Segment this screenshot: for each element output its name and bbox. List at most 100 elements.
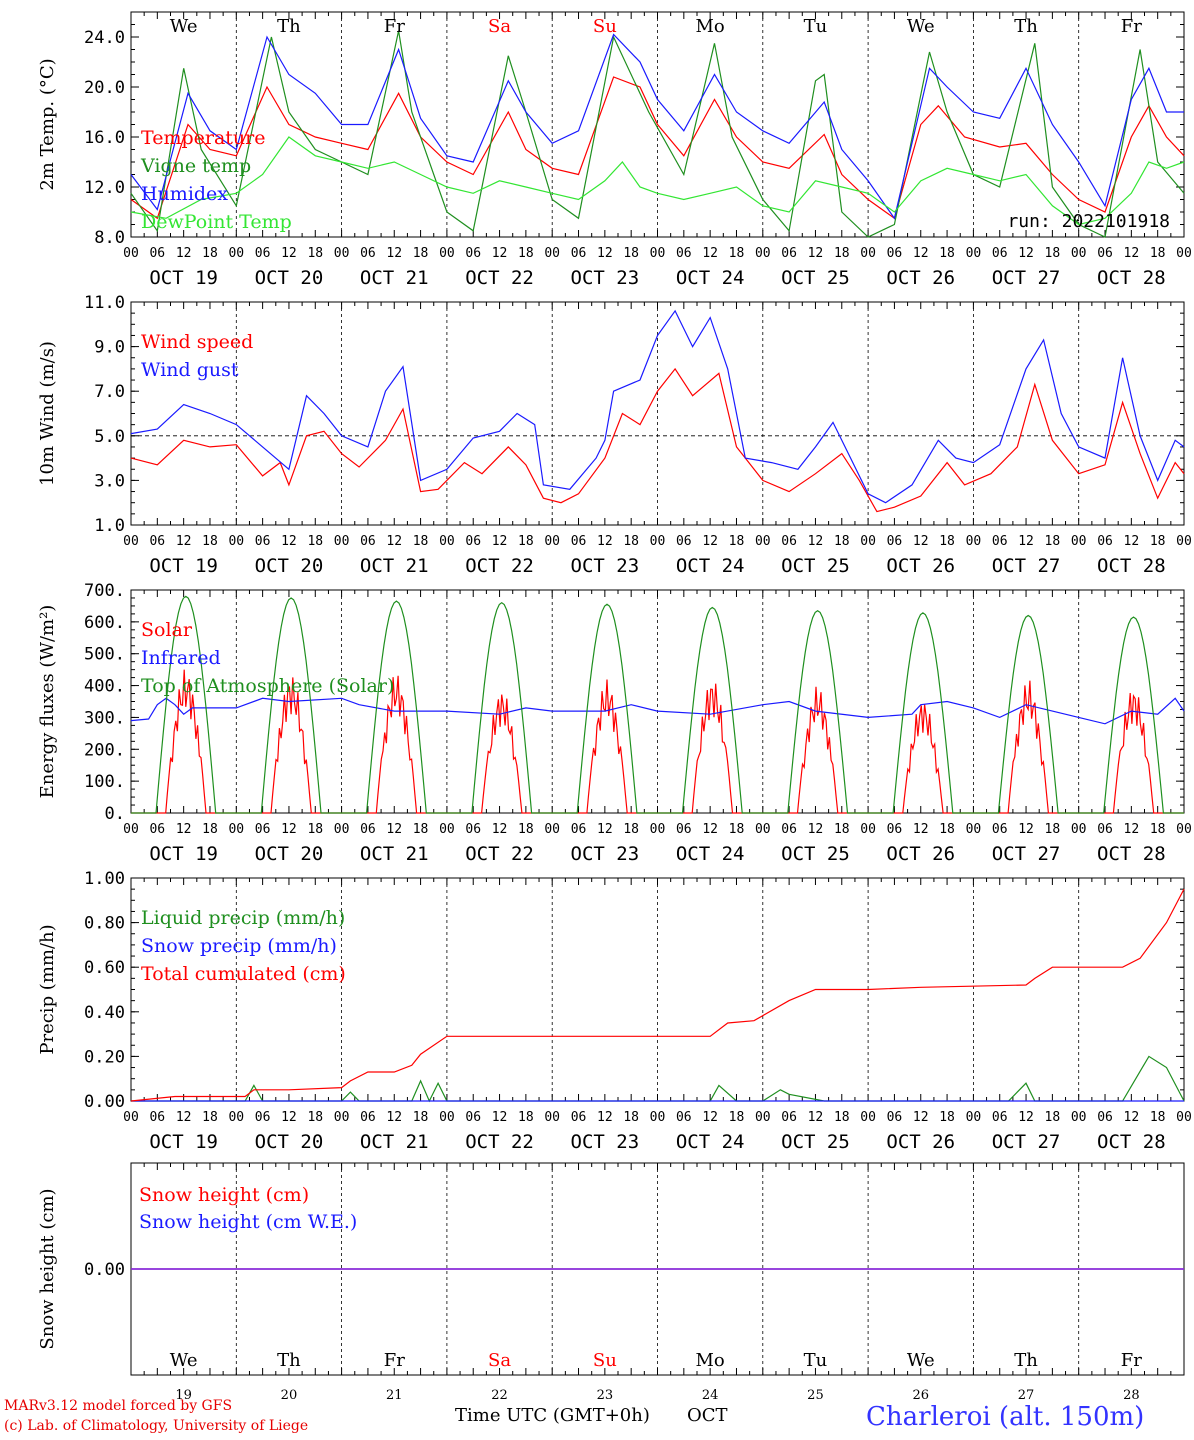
day-number: 21 [386, 1388, 403, 1403]
series-line-temperature [130, 76, 1185, 220]
hour-tick-label: 12 [1124, 822, 1140, 837]
hour-tick-label: 12 [702, 246, 718, 261]
hour-tick-label: 12 [492, 534, 508, 549]
hour-tick-label: 12 [808, 246, 824, 261]
hour-tick-label: 18 [623, 1110, 639, 1125]
date-label: OCT 24 [676, 843, 745, 865]
series-line-total-cumulated-cm [130, 888, 1185, 1102]
date-label: OCT 19 [149, 843, 218, 865]
hour-tick-label: 00 [650, 1110, 666, 1125]
weekday-label: Sa [488, 16, 511, 37]
weekday-label: Th [277, 1350, 301, 1371]
hour-tick-label: 12 [1018, 246, 1034, 261]
hour-tick-label: 18 [939, 246, 955, 261]
y-tick-label: 300. [84, 708, 125, 728]
hour-tick-label: 18 [202, 1110, 218, 1125]
date-label: OCT 20 [255, 555, 324, 577]
hour-tick-label: 12 [913, 822, 929, 837]
hour-tick-label: 00 [1071, 534, 1087, 549]
hour-tick-label: 00 [755, 822, 771, 837]
date-label: OCT 22 [465, 555, 534, 577]
weekday-label: Tu [804, 1350, 828, 1371]
hour-tick-label: 12 [386, 1110, 402, 1125]
hour-tick-label: 06 [887, 246, 903, 261]
hour-tick-label: 18 [1045, 1110, 1061, 1125]
weekday-label: Fr [1121, 16, 1142, 37]
hour-tick-label: 18 [518, 246, 534, 261]
hour-tick-label: 12 [176, 822, 192, 837]
hour-tick-label: 18 [939, 1110, 955, 1125]
series-line-wind-gust [130, 309, 1185, 504]
hour-tick-label: 00 [228, 246, 244, 261]
date-label: OCT 22 [465, 1131, 534, 1153]
hour-tick-label: 18 [413, 822, 429, 837]
hour-tick-label: 18 [729, 822, 745, 837]
hour-tick-label: 06 [255, 246, 271, 261]
date-label: OCT 23 [571, 555, 640, 577]
date-label: OCT 28 [1097, 555, 1166, 577]
y-tick-label: 0.80 [84, 914, 125, 934]
y-tick-label: 0.00 [84, 1260, 125, 1280]
hour-tick-label: 12 [808, 822, 824, 837]
hour-tick-label: 06 [571, 1110, 587, 1125]
hour-tick-label: 06 [992, 1110, 1008, 1125]
date-label: OCT 24 [676, 1131, 745, 1153]
hour-tick-label: 00 [755, 246, 771, 261]
hour-tick-label: 18 [307, 534, 323, 549]
y-tick-label: 0.40 [84, 1003, 125, 1023]
day-number: 28 [1123, 1388, 1140, 1403]
hour-tick-label: 06 [781, 1110, 797, 1125]
weekday-label: Fr [384, 16, 405, 37]
hour-tick-label: 06 [149, 822, 165, 837]
hour-tick-label: 06 [465, 822, 481, 837]
date-label: OCT 28 [1097, 267, 1166, 289]
legend-entry: Snow height (cm) [139, 1184, 309, 1206]
hour-tick-label: 00 [334, 246, 350, 261]
date-label: OCT 19 [149, 1131, 218, 1153]
hour-tick-label: 06 [149, 246, 165, 261]
legend-entry: Temperature [141, 127, 265, 149]
y-tick-label: 500. [84, 645, 125, 665]
hour-tick-label: 06 [465, 1110, 481, 1125]
date-label: OCT 26 [886, 843, 955, 865]
y-tick-label: 5.0 [94, 427, 125, 447]
hour-tick-label: 00 [439, 534, 455, 549]
y-axis-label: Energy fluxes (W/m²) [37, 605, 58, 799]
day-number: 23 [597, 1388, 614, 1403]
hour-tick-label: 06 [992, 534, 1008, 549]
hour-tick-label: 12 [702, 822, 718, 837]
series-line-vigne-temp [130, 30, 1185, 238]
hour-tick-label: 12 [492, 822, 508, 837]
hour-tick-label: 18 [307, 822, 323, 837]
date-label: OCT 27 [992, 1131, 1061, 1153]
hour-tick-label: 18 [729, 534, 745, 549]
hour-tick-label: 06 [360, 246, 376, 261]
series-line-humidex [130, 33, 1184, 220]
date-label: OCT 28 [1097, 843, 1166, 865]
date-label: OCT 25 [781, 1131, 850, 1153]
credit-line-2: (c) Lab. of Climatology, University of L… [4, 1418, 309, 1434]
hour-tick-label: 06 [676, 534, 692, 549]
hour-tick-label: 12 [913, 1110, 929, 1125]
hour-tick-label: 18 [202, 822, 218, 837]
legend-entry: Total cumulated (cm) [141, 963, 346, 985]
date-label: OCT 19 [149, 555, 218, 577]
hour-tick-label: 00 [860, 246, 876, 261]
y-tick-label: 8.0 [94, 228, 125, 248]
date-label: OCT 27 [992, 843, 1061, 865]
date-label: OCT 23 [571, 1131, 640, 1153]
hour-tick-label: 00 [650, 822, 666, 837]
legend-entry: Liquid precip (mm/h) [141, 907, 345, 929]
hour-tick-label: 18 [939, 822, 955, 837]
hour-tick-label: 06 [360, 1110, 376, 1125]
hour-tick-label: 00 [544, 246, 560, 261]
hour-tick-label: 18 [834, 1110, 850, 1125]
hour-tick-label: 00 [228, 822, 244, 837]
y-tick-label: 600. [84, 613, 125, 633]
weekday-label: We [907, 16, 935, 37]
y-axis-label: 2m Temp. (°C) [37, 58, 58, 190]
y-tick-label: 0.00 [84, 1092, 125, 1112]
date-label: OCT 21 [360, 843, 429, 865]
hour-tick-label: 06 [360, 534, 376, 549]
day-number: 24 [702, 1388, 719, 1403]
